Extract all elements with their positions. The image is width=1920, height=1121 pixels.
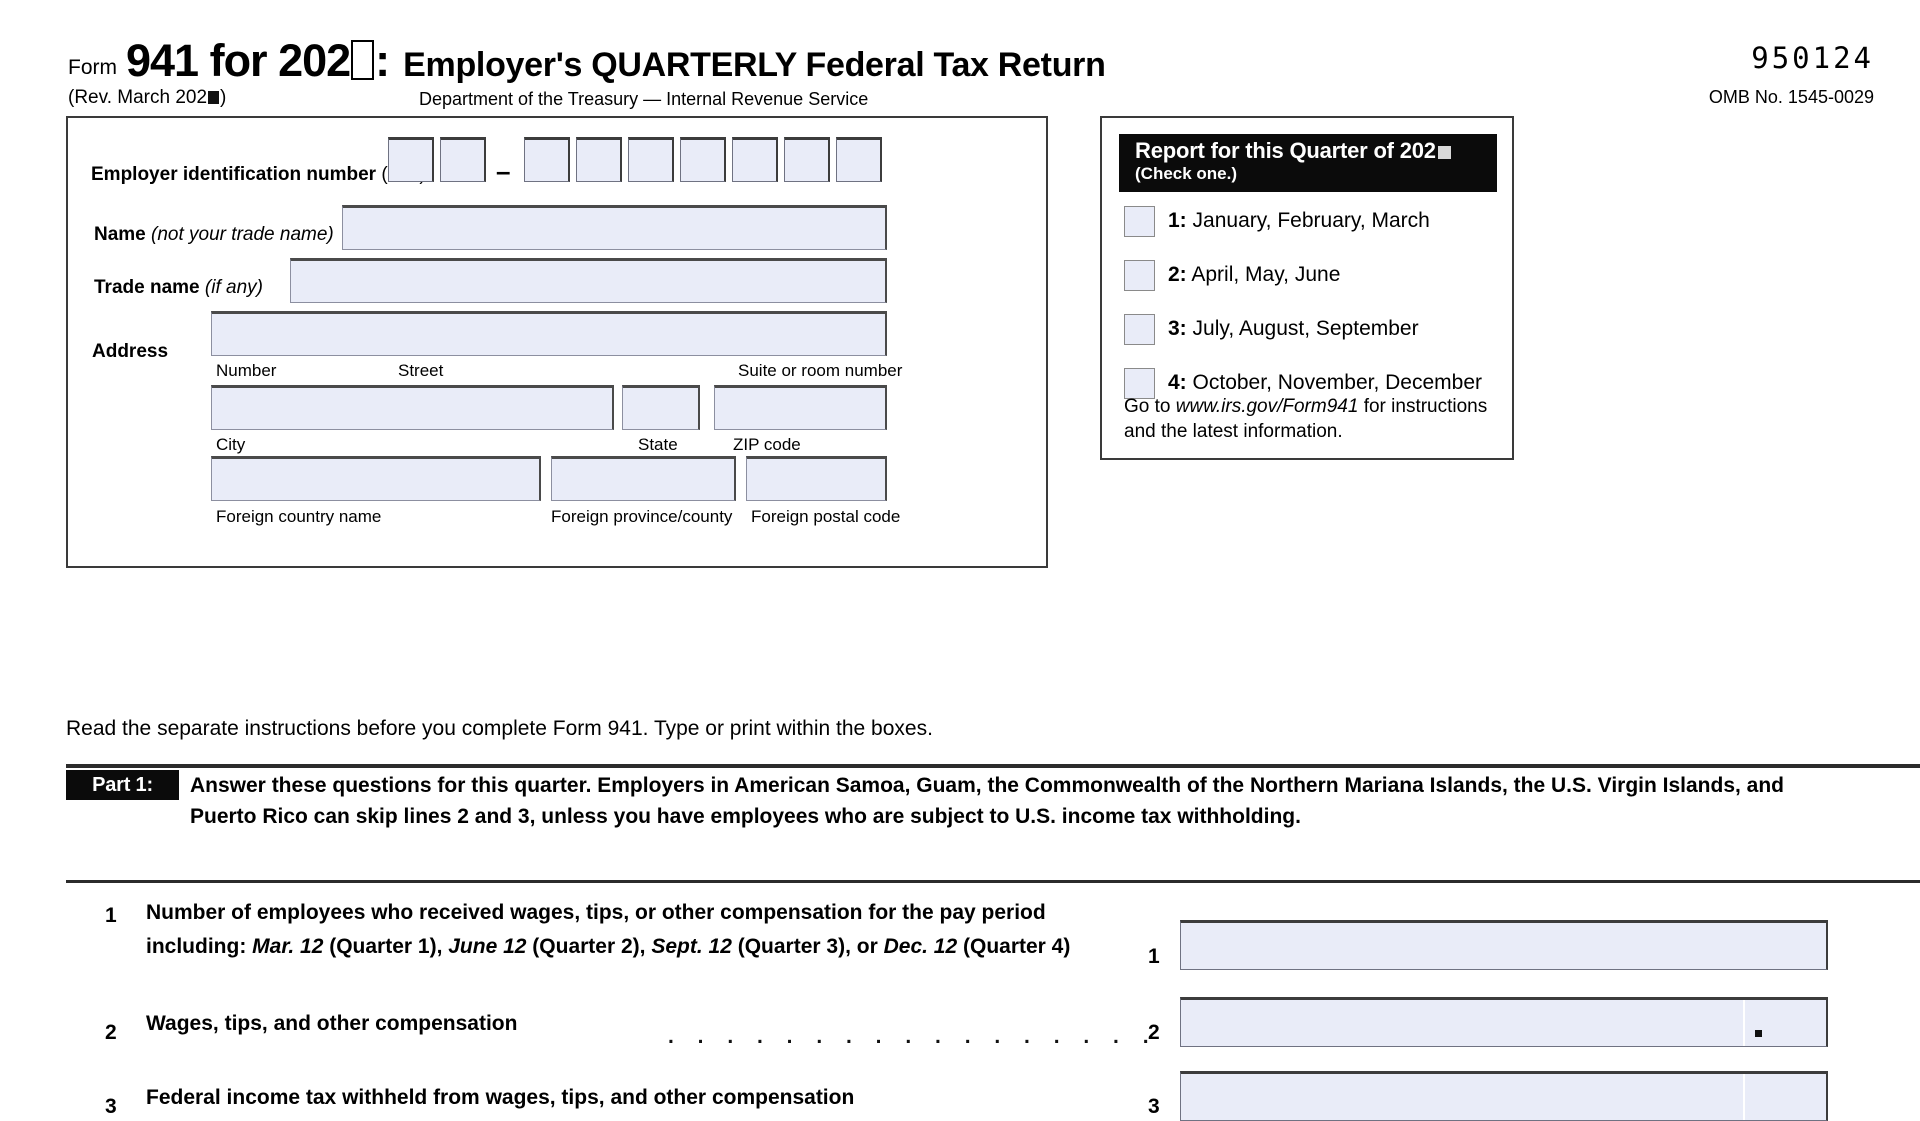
ein-digit-2[interactable] (440, 137, 486, 182)
line-3-number: 3 (105, 1095, 117, 1118)
form-code-number: 950124 (1751, 41, 1874, 75)
address-label: Address (92, 341, 169, 362)
quarter-panel-header: Report for this Quarter of 202 (Check on… (1119, 134, 1497, 192)
trade-name-label: Trade name (if any) (94, 277, 263, 298)
quarter-option-2-label: 2: April, May, June (1168, 263, 1341, 286)
quarter-option-3-label: 3: July, August, September (1168, 317, 1419, 340)
caption-zip: ZIP code (733, 435, 801, 454)
line-3-cents-divider (1743, 1074, 1745, 1120)
caption-foreign-country: Foreign country name (216, 507, 382, 526)
line-3-text: Federal income tax withheld from wages, … (146, 1086, 855, 1109)
ein-digit-6[interactable] (680, 137, 726, 182)
ein-digit-3[interactable] (524, 137, 570, 182)
caption-city: City (216, 435, 246, 454)
caption-state: State (638, 435, 678, 454)
address-street-input[interactable] (211, 311, 887, 356)
caption-foreign-postal: Foreign postal code (751, 507, 901, 526)
title-year-blank-box[interactable] (351, 40, 375, 80)
quarter-checkbox-3[interactable] (1124, 314, 1155, 345)
report-quarter-panel: Report for this Quarter of 202 (Check on… (1100, 116, 1514, 460)
department-line: Department of the Treasury — Internal Re… (419, 89, 869, 109)
line-2-box-number: 2 (1148, 1021, 1160, 1044)
caption-street: Street (398, 361, 444, 380)
part1-top-rule (66, 764, 1920, 768)
quarter-checkbox-1[interactable] (1124, 206, 1155, 237)
employer-identity-box: Employer identification number (EIN) – N… (66, 116, 1048, 568)
form-title-group: Form 941 for 202: Employer's QUARTERLY F… (68, 38, 1106, 84)
name-label: Name (not your trade name) (94, 224, 334, 245)
line-1-text: Number of employees who received wages, … (146, 901, 1071, 958)
ein-digit-7[interactable] (732, 137, 778, 182)
line-1-box-number: 1 (1148, 945, 1160, 968)
ein-digit-8[interactable] (784, 137, 830, 182)
ein-digit-9[interactable] (836, 137, 882, 182)
foreign-postal-input[interactable] (746, 456, 887, 501)
line-2-dot-leaders: . . . . . . . . . . . . . . . . . (668, 1025, 1158, 1048)
line-2-input[interactable] (1180, 997, 1828, 1047)
quarter-option-1-label: 1: January, February, March (1168, 209, 1430, 232)
goto-instructions-text: Go to www.irs.gov/Form941 for instructio… (1124, 396, 1488, 442)
name-input[interactable] (342, 205, 887, 250)
quarter-year-blank-box[interactable] (1437, 146, 1451, 159)
part1-description: Answer these questions for this quarter.… (190, 774, 1785, 828)
ein-digit-5[interactable] (628, 137, 674, 182)
trade-name-input[interactable] (290, 258, 887, 303)
line-3-input[interactable] (1180, 1071, 1828, 1121)
ein-digit-1[interactable] (388, 137, 434, 182)
caption-number: Number (216, 361, 277, 380)
revision-line: (Rev. March 202) (68, 87, 227, 108)
caption-suite: Suite or room number (738, 361, 903, 380)
part1-badge: Part 1: (66, 770, 179, 800)
address-city-input[interactable] (211, 385, 614, 430)
form-header: Form 941 for 202: Employer's QUARTERLY F… (0, 0, 1920, 112)
title-colon: : (375, 35, 390, 86)
foreign-country-input[interactable] (211, 456, 541, 501)
address-zip-input[interactable] (714, 385, 887, 430)
quarter-panel-title: Report for this Quarter of 202 (1135, 138, 1497, 164)
ein-digit-4[interactable] (576, 137, 622, 182)
quarter-checkbox-2[interactable] (1124, 260, 1155, 291)
line-2-number: 2 (105, 1021, 117, 1044)
page-title: Employer's QUARTERLY Federal Tax Return (403, 46, 1106, 84)
quarter-check-one-label: (Check one.) (1135, 164, 1238, 183)
ein-label: Employer identification number (EIN) (91, 164, 426, 185)
line-3-box-number: 3 (1148, 1095, 1160, 1118)
line-1-number: 1 (105, 904, 117, 927)
omb-number: OMB No. 1545-0029 (1708, 87, 1874, 107)
line-2-text: Wages, tips, and other compensation (146, 1012, 518, 1035)
revision-year-blank-box[interactable] (208, 91, 220, 104)
read-instructions-line: Read the separate instructions before yo… (66, 717, 933, 740)
part1-bottom-rule (66, 880, 1920, 883)
foreign-province-input[interactable] (551, 456, 736, 501)
quarter-option-4-label: 4: October, November, December (1168, 371, 1482, 394)
quarter-checkbox-4[interactable] (1124, 368, 1155, 399)
caption-foreign-province: Foreign province/county (551, 507, 733, 526)
ein-dash: – (496, 156, 511, 186)
irs-form941-link[interactable]: www.irs.gov/Form941 (1175, 396, 1359, 417)
address-state-input[interactable] (622, 385, 700, 430)
form-word-label: Form (68, 56, 117, 79)
line-2-cents-divider (1743, 1000, 1745, 1046)
line-1-input[interactable] (1180, 920, 1828, 970)
line-2-decimal-dot (1755, 1030, 1762, 1037)
form-number-title: 941 for 202: (126, 35, 390, 86)
